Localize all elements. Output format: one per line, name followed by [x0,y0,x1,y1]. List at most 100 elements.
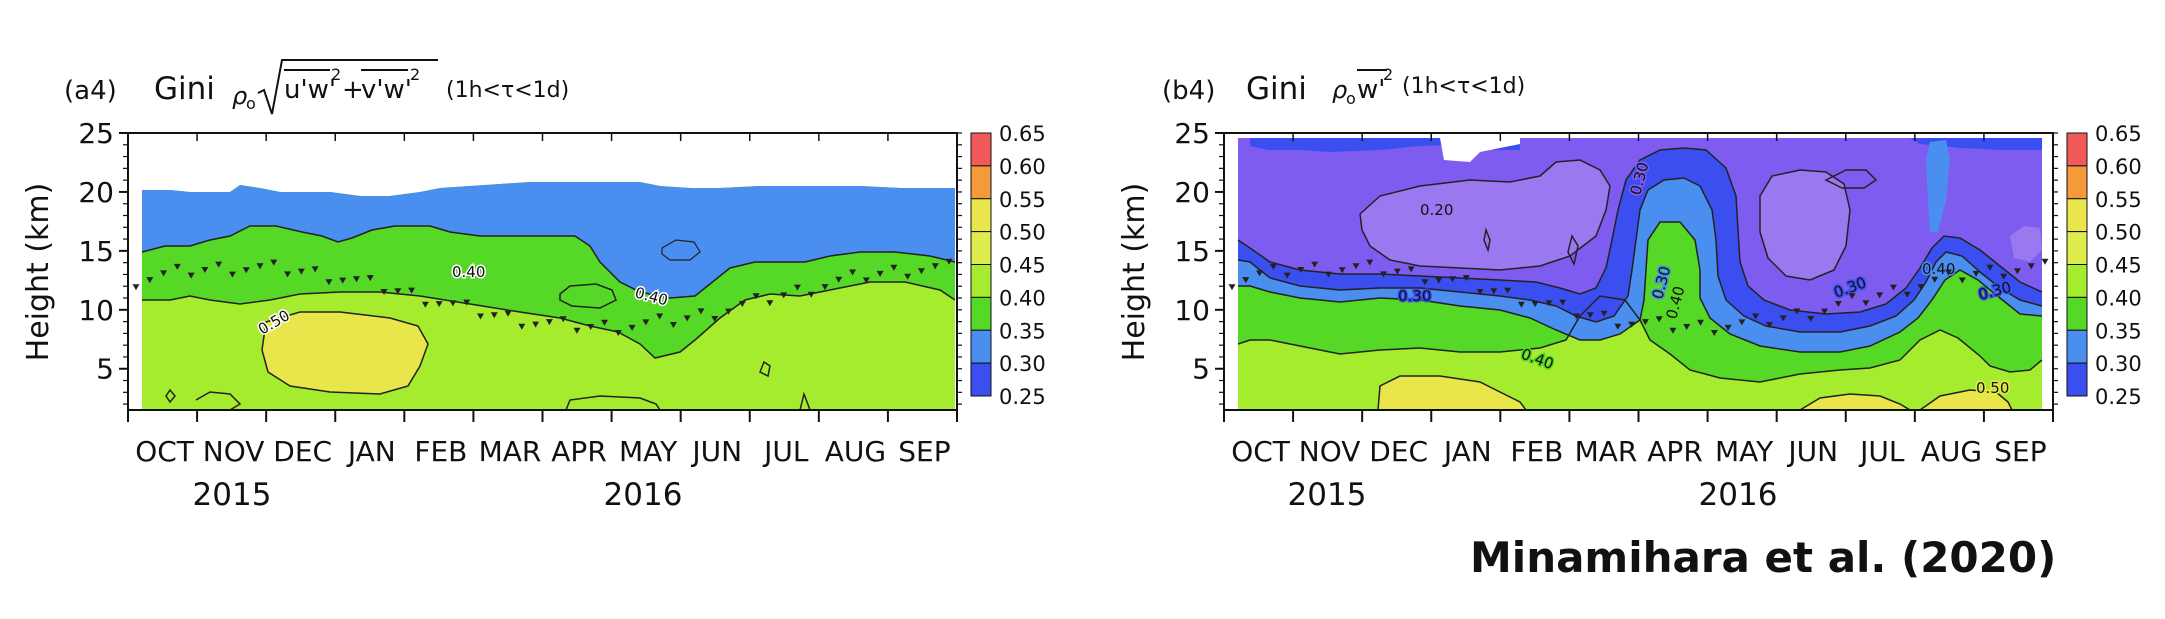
colorbar-label: 0.65 [999,122,1046,146]
tropopause-marker [1504,287,1512,294]
panel-b-contour-label-5: 0.40 [1922,260,1955,278]
tropopause-marker [1572,313,1580,320]
tropopause-marker [518,323,526,330]
tropopause-marker [1986,264,1994,271]
tropopause-marker [408,287,416,294]
tropopause-marker [173,263,181,270]
month-label: NOV [1299,435,1361,468]
tropopause-marker [1958,277,1966,284]
tropopause-marker [1586,312,1594,319]
colorbar-label: 0.40 [999,286,1046,310]
panel-a-year-2015: 2015 [193,477,272,513]
month-label: NOV [203,435,265,468]
citation: Minamihara et al. (2020) [1470,533,2056,582]
tropopause-marker [421,301,429,308]
month-label: APR [1647,435,1703,468]
tropopause-marker [1435,277,1443,284]
tropopause-marker [1945,269,1953,276]
tropopause-marker [1655,316,1663,323]
y-tick-label: 5 [1192,353,1210,386]
tropopause-marker [1876,292,1884,299]
tropopause-marker [1848,293,1856,300]
y-tick-label: 10 [78,294,114,327]
tropopause-marker [1779,315,1787,322]
panel-a-title: Gini [154,71,215,107]
svg-text:ρ: ρ [1332,76,1347,104]
tropopause-marker [1834,300,1842,307]
tropopause-marker [1283,272,1291,279]
y-tick-label: 20 [1174,176,1210,209]
tropopause-marker [849,269,857,276]
panel-b-quantity: ρ o w' 2 [1332,65,1393,108]
tropopause-marker [1228,284,1236,291]
month-label: JUN [690,435,742,468]
tropopause-marker [1380,271,1388,278]
panel-b-field: 0.30 0.20 0.30 0.30 0.40 0.40 0.30 0.30 … [1226,133,2051,410]
tropopause-marker [532,321,540,328]
tropopause-marker [1710,329,1718,336]
tropopause-marker [614,329,622,336]
tropopause-marker [284,271,292,278]
colorbar-label: 0.50 [2095,221,2142,245]
tropopause-marker [1889,284,1897,291]
y-tick-label: 15 [1174,235,1210,268]
month-label: JUL [1858,435,1905,468]
tropopause-marker [1242,277,1250,284]
panel-a-quantity: ρ o u'w' 2 + v'w' 2 [232,59,438,115]
panel-b-tropopause-markers [1228,258,2049,336]
colorbar-swatch [970,296,992,331]
panel-b-y-axis: 25 20 15 10 5 [1174,117,2058,405]
colorbar-swatch [970,132,992,167]
tropopause-marker [1393,268,1401,275]
month-label: JAN [346,435,396,468]
tropopause-marker [1311,261,1319,268]
tropopause-marker [1903,291,1911,298]
tropopause-marker [628,324,636,331]
colorbar-swatch [2066,264,2088,298]
tropopause-marker [835,276,843,283]
month-label: OCT [1231,435,1291,468]
tropopause-marker [1724,324,1732,331]
tropopause-marker [1765,322,1773,329]
tropopause-marker [1931,276,1939,283]
tropopause-marker [876,270,884,277]
tropopause-marker [1614,323,1622,330]
tropopause-marker [1972,270,1980,277]
colorbar-swatch [970,198,992,233]
tropopause-marker [1669,327,1677,334]
tropopause-marker [146,277,154,284]
month-label: APR [551,435,607,468]
svg-text:w': w' [1357,75,1385,105]
month-label: AUG [825,435,886,468]
tropopause-marker [559,316,567,323]
colorbar-swatch [970,231,992,265]
colorbar-label: 0.60 [999,155,1046,179]
svg-text:u'w': u'w' [284,75,336,105]
panel-a-y-axis: 25 20 15 10 5 [78,117,962,405]
panel-b-contour-label-2: 0.20 [1420,201,1453,219]
svg-text:+: + [342,75,364,105]
colorbar-swatch [970,165,992,200]
panel-b4: (b4) Gini ρ o w' 2 (1h<τ<1d) [1117,65,2142,513]
y-tick-label: 20 [78,176,114,209]
panel-a-x-axis: OCT NOV DEC JAN FEB MAR APR MAY JUN JUL AUG SEP [127,133,958,468]
tropopause-marker [1600,310,1608,317]
tropopause-marker [725,308,733,315]
tropopause-marker [187,272,195,279]
tropopause-marker [821,284,829,291]
tropopause-marker [1269,263,1277,270]
svg-text:2: 2 [410,65,420,84]
panel-b-ylabel: Height (km) [1117,183,1152,362]
tropopause-marker [366,275,374,282]
tropopause-marker [1407,266,1415,273]
colorbar-label: 0.55 [2095,188,2142,212]
tropopause-marker [242,267,250,274]
tropopause-marker [587,323,595,330]
colorbar-swatch [970,329,992,364]
colorbar-label: 0.30 [999,352,1046,376]
colorbar-label: 0.50 [999,221,1046,245]
svg-text:o: o [1346,89,1356,108]
month-label: MAY [1715,435,1774,468]
colorbar-swatch [970,264,992,298]
